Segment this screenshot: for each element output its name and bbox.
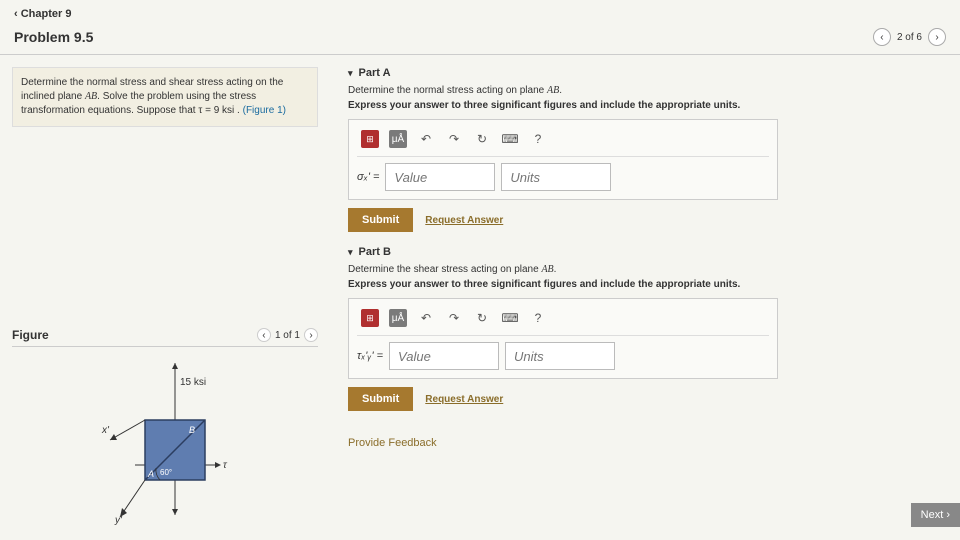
units-input[interactable] [505, 342, 615, 370]
answer-toolbar: ⊞ μÅ ↶ ↷ ↻ ⌨ ? [357, 307, 769, 335]
redo-icon[interactable]: ↷ [445, 309, 463, 327]
request-answer-link[interactable]: Request Answer [425, 394, 503, 405]
back-label: Chapter 9 [21, 8, 72, 20]
reset-icon[interactable]: ↻ [473, 309, 491, 327]
answer-panel: ⊞ μÅ ↶ ↷ ↻ ⌨ ? τₓ'ᵧ' = [348, 298, 778, 379]
figure-diagram: 15 ksi x' y' τ A B 60° [65, 355, 265, 525]
undo-icon[interactable]: ↶ [417, 309, 435, 327]
units-input[interactable] [501, 163, 611, 191]
part-instruction: Express your answer to three significant… [348, 100, 942, 111]
answer-panel: ⊞ μÅ ↶ ↷ ↻ ⌨ ? σₓ' = [348, 119, 778, 200]
figure-title: Figure [12, 328, 49, 342]
svg-text:x': x' [101, 425, 110, 436]
svg-text:B: B [189, 425, 195, 435]
units-icon[interactable]: μÅ [389, 130, 407, 148]
figure-prev-button[interactable]: ‹ [257, 328, 271, 342]
keyboard-icon[interactable]: ⌨ [501, 130, 519, 148]
figure-link[interactable]: (Figure 1) [243, 105, 286, 116]
figure-counter: 1 of 1 [275, 330, 300, 341]
svg-text:τ: τ [223, 460, 228, 471]
template-icon[interactable]: ⊞ [361, 130, 379, 148]
part-a: Part A Determine the normal stress actin… [348, 67, 942, 232]
problem-title: Problem 9.5 [14, 29, 93, 45]
part-instruction: Express your answer to three significant… [348, 279, 942, 290]
part-title[interactable]: Part A [348, 67, 942, 79]
figure-next-button[interactable]: › [304, 328, 318, 342]
svg-text:A: A [147, 469, 154, 479]
next-button[interactable]: Next › [911, 503, 960, 527]
page-status: 2 of 6 [897, 32, 922, 43]
submit-button[interactable]: Submit [348, 208, 413, 232]
svg-text:60°: 60° [160, 468, 172, 477]
redo-icon[interactable]: ↷ [445, 130, 463, 148]
part-description: Determine the normal stress acting on pl… [348, 85, 942, 96]
value-input[interactable] [385, 163, 495, 191]
problem-statement: Determine the normal stress and shear st… [12, 67, 318, 127]
template-icon[interactable]: ⊞ [361, 309, 379, 327]
page-nav: ‹ 2 of 6 › [873, 28, 946, 46]
part-title[interactable]: Part B [348, 246, 942, 258]
value-input[interactable] [389, 342, 499, 370]
part-b: Part B Determine the shear stress acting… [348, 246, 942, 411]
next-page-button[interactable]: › [928, 28, 946, 46]
units-icon[interactable]: μÅ [389, 309, 407, 327]
answer-toolbar: ⊞ μÅ ↶ ↷ ↻ ⌨ ? [357, 128, 769, 156]
svg-text:15 ksi: 15 ksi [180, 377, 206, 388]
reset-icon[interactable]: ↻ [473, 130, 491, 148]
keyboard-icon[interactable]: ⌨ [501, 309, 519, 327]
submit-button[interactable]: Submit [348, 387, 413, 411]
prev-page-button[interactable]: ‹ [873, 28, 891, 46]
svg-text:y': y' [114, 515, 123, 525]
part-description: Determine the shear stress acting on pla… [348, 264, 942, 275]
help-icon[interactable]: ? [529, 309, 547, 327]
provide-feedback-link[interactable]: Provide Feedback [348, 437, 437, 449]
variable-label: σₓ' = [357, 171, 379, 183]
variable-label: τₓ'ᵧ' = [357, 350, 383, 362]
back-link[interactable]: ‹ Chapter 9 [14, 8, 71, 20]
help-icon[interactable]: ? [529, 130, 547, 148]
request-answer-link[interactable]: Request Answer [425, 215, 503, 226]
undo-icon[interactable]: ↶ [417, 130, 435, 148]
